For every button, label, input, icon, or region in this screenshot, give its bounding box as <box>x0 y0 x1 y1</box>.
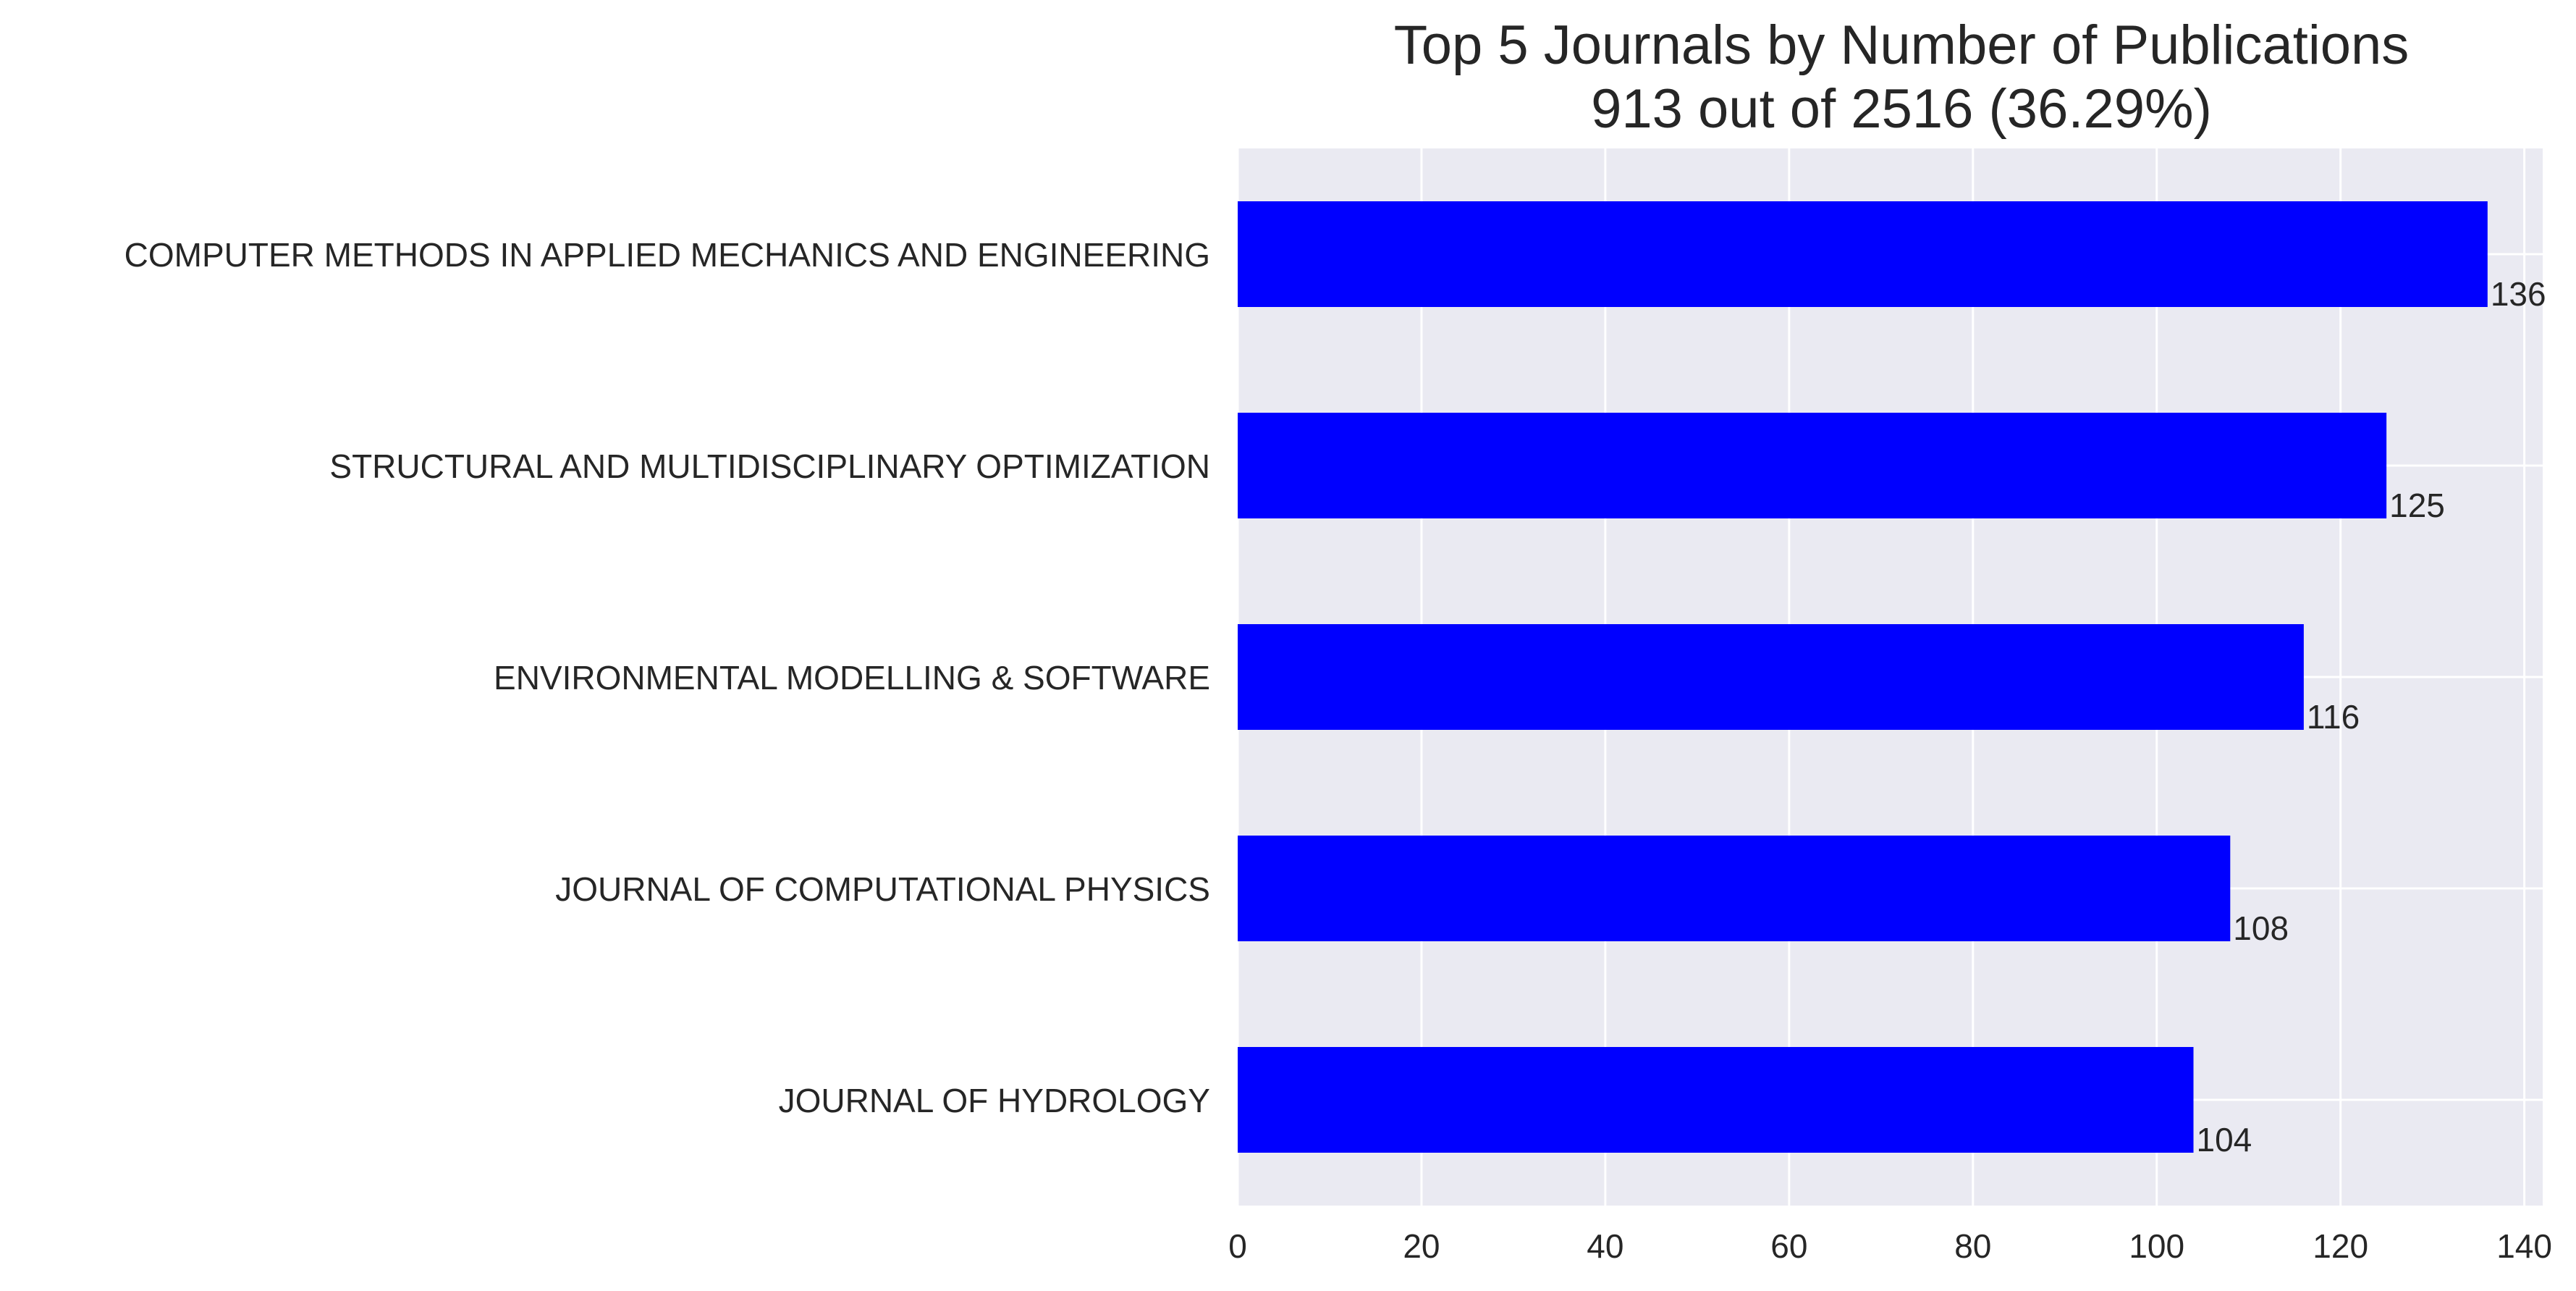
x-tick-label: 100 <box>2129 1227 2184 1265</box>
x-tick-label: 60 <box>1770 1227 1807 1265</box>
data-label: 104 <box>2197 1121 2252 1158</box>
x-axis-tick-labels: 0 20 40 60 80 100 120 140 <box>1228 1227 2552 1265</box>
chart-title-line-1: Top 5 Journals by Number of Publications <box>1394 14 2410 76</box>
y-axis-tick-labels: COMPUTER METHODS IN APPLIED MECHANICS AN… <box>124 236 1210 1119</box>
bar <box>1238 836 2231 941</box>
x-tick-label: 0 <box>1228 1227 1247 1265</box>
category-label: COMPUTER METHODS IN APPLIED MECHANICS AN… <box>124 236 1210 274</box>
chart-title-line-2: 913 out of 2516 (36.29%) <box>1591 78 2212 140</box>
category-label: ENVIRONMENTAL MODELLING & SOFTWARE <box>494 659 1210 697</box>
data-label: 108 <box>2233 909 2289 947</box>
category-label: JOURNAL OF HYDROLOGY <box>779 1082 1210 1119</box>
bar <box>1238 413 2387 518</box>
bar <box>1238 624 2304 730</box>
x-tick-label: 20 <box>1403 1227 1440 1265</box>
x-tick-label: 40 <box>1587 1227 1623 1265</box>
data-label: 125 <box>2389 487 2445 524</box>
x-tick-label: 80 <box>1954 1227 1991 1265</box>
data-label: 136 <box>2491 275 2546 313</box>
bars <box>1238 201 2488 1153</box>
category-label: JOURNAL OF COMPUTATIONAL PHYSICS <box>555 870 1210 908</box>
category-label: STRUCTURAL AND MULTIDISCIPLINARY OPTIMIZ… <box>329 447 1210 485</box>
x-tick-label: 120 <box>2313 1227 2368 1265</box>
data-label: 116 <box>2307 698 2360 736</box>
bar <box>1238 1047 2194 1153</box>
chart-title: Top 5 Journals by Number of Publications… <box>1394 14 2410 140</box>
data-labels: 136 125 116 108 104 <box>2197 275 2546 1158</box>
x-tick-label: 140 <box>2496 1227 2552 1265</box>
bar <box>1238 201 2488 307</box>
